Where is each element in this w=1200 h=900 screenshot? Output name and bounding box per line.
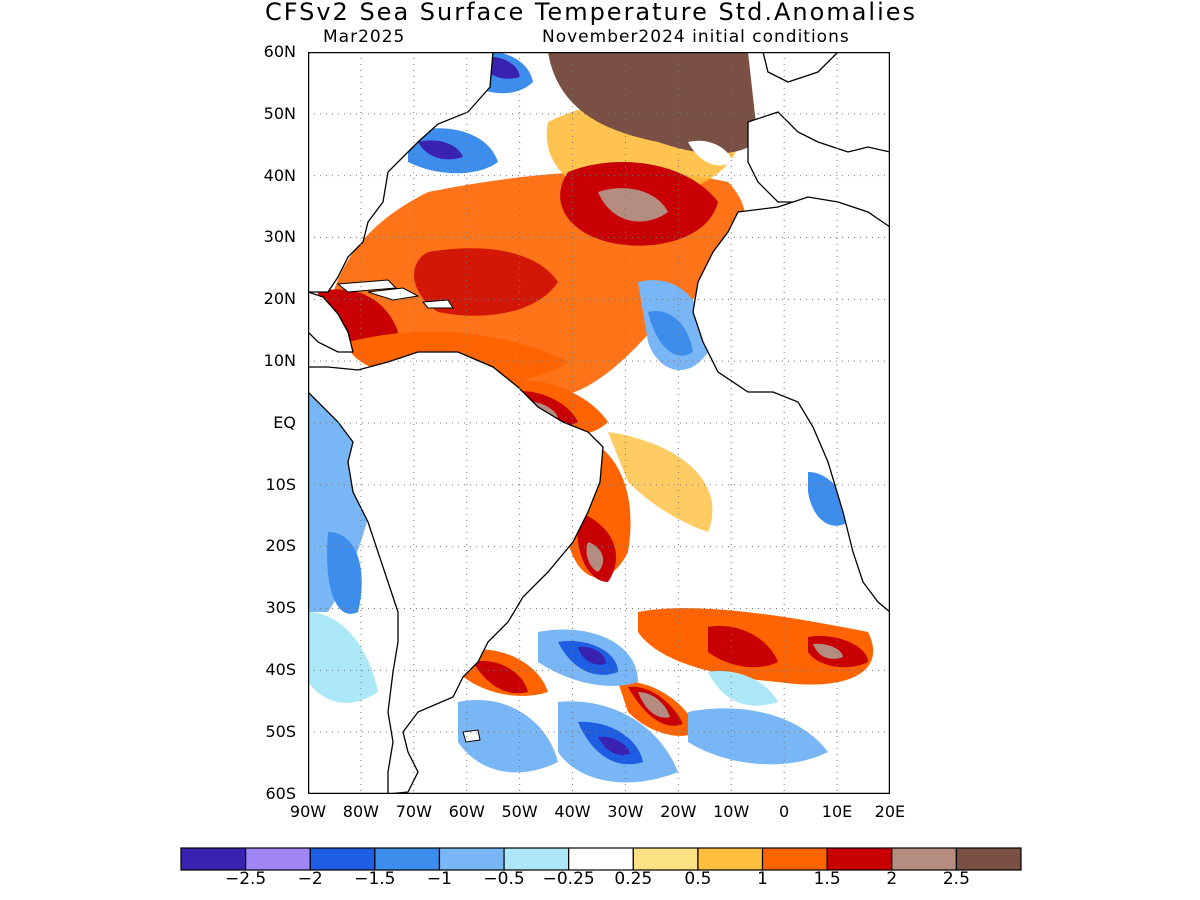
colorbar-swatch: [891, 847, 957, 871]
color-scale-bar: [180, 847, 1022, 871]
colorbar-tick-label: 0.5: [684, 869, 712, 889]
lat-tick-label: 20N: [263, 289, 296, 309]
graticule: [308, 52, 890, 794]
colorbar-swatch: [697, 847, 764, 871]
lon-tick-label: 30W: [607, 802, 644, 821]
lat-tick-label: 50S: [265, 721, 296, 741]
colorbar-tick-label: −1: [426, 869, 452, 889]
colorbar-tick-label: −0.5: [483, 869, 525, 889]
colorbar-swatch: [826, 847, 893, 871]
lon-tick-label: 20E: [874, 802, 906, 821]
lat-tick-label: EQ: [273, 412, 296, 432]
colorbar-tick-label: −1.5: [354, 869, 396, 889]
colorbar-swatch: [955, 847, 1022, 871]
lon-tick-label: 70W: [395, 802, 432, 821]
colorbar-tick-label: 0.25: [614, 869, 653, 889]
lat-tick-label: 30S: [265, 598, 296, 618]
colorbar-swatch: [632, 847, 699, 871]
colorbar-swatch: [309, 847, 376, 871]
init-conditions-label: November2024 initial conditions: [542, 27, 850, 47]
lat-tick-label: 40N: [263, 165, 296, 185]
colorbar-tick-label: −2: [297, 869, 323, 889]
colorbar-tick-label: 2: [886, 869, 898, 889]
lat-tick-label: 50N: [263, 103, 296, 123]
colorbar-swatch: [245, 847, 311, 871]
colorbar-swatch: [180, 847, 247, 871]
colorbar-tick-label: 1.5: [813, 869, 841, 889]
lat-tick-label: 30N: [263, 227, 296, 247]
lon-tick-label: 0: [779, 802, 790, 821]
colorbar-swatch: [761, 847, 828, 871]
lat-tick-label: 10S: [265, 474, 296, 494]
colorbar-tick-label: 2.5: [942, 869, 970, 889]
lat-tick-label: 40S: [265, 660, 296, 679]
lon-tick-label: 40W: [554, 802, 591, 821]
lon-tick-label: 90W: [289, 802, 327, 821]
lat-tick-label: 10N: [263, 351, 296, 370]
colorbar-tick-label: −2.5: [224, 869, 267, 889]
lon-tick-label: 80W: [342, 802, 379, 821]
sst-anomaly-map: [308, 52, 890, 794]
lon-tick-label: 10W: [713, 802, 750, 821]
lat-tick-label: 60S: [265, 783, 296, 803]
valid-month-label: Mar2025: [323, 27, 406, 47]
lat-tick-label: 20S: [265, 536, 296, 556]
colorbar-tick-label: −0.25: [542, 869, 595, 889]
land-masses: [308, 52, 890, 794]
map-title: CFSv2 Sea Surface Temperature Std.Anomal…: [264, 0, 918, 26]
lat-tick-label: 60N: [263, 42, 296, 61]
colorbar-swatch: [568, 847, 634, 871]
lon-tick-label: 60W: [448, 802, 485, 821]
lon-tick-label: 10E: [821, 802, 853, 821]
colorbar-swatch: [438, 847, 505, 871]
lon-tick-label: 20W: [660, 802, 697, 821]
colorbar-swatch: [374, 847, 441, 871]
colorbar-swatch: [503, 847, 570, 871]
colorbar-tick-label: 1: [757, 869, 768, 889]
lon-tick-label: 50W: [501, 802, 538, 821]
